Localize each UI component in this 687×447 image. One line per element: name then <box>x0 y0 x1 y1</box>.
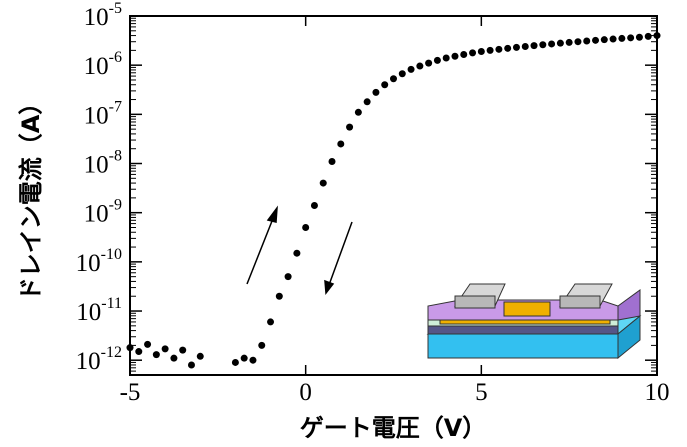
data-point <box>329 158 336 165</box>
data-point <box>557 40 564 47</box>
y-tick-exponent: -9 <box>109 197 122 214</box>
data-point <box>241 355 248 362</box>
y-tick-base: 10 <box>76 250 101 277</box>
arrows <box>247 208 352 293</box>
data-point <box>170 355 177 362</box>
data-point <box>337 140 344 147</box>
data-point <box>548 40 555 47</box>
data-point <box>504 45 511 52</box>
chart: ゲート電圧（V） ドレイン電流（A） -5051010-1210-1110-10… <box>0 0 687 447</box>
data-point <box>654 32 661 39</box>
data-point <box>276 293 283 300</box>
data-point <box>478 48 485 55</box>
y-tick-label: 10-11 <box>76 295 122 326</box>
y-tick-label: 10-6 <box>84 49 122 80</box>
data-point <box>267 318 274 325</box>
data-point <box>346 124 353 131</box>
y-tick-label: 10-8 <box>84 148 122 179</box>
device-inset <box>428 284 640 358</box>
data-point <box>153 351 160 358</box>
data-point <box>179 347 186 354</box>
data-point <box>487 47 494 54</box>
data-point <box>416 63 423 70</box>
data-point <box>522 43 529 50</box>
data-point <box>583 38 590 45</box>
data-point <box>390 75 397 82</box>
data-point <box>372 89 379 96</box>
data-point <box>293 250 300 257</box>
y-tick-label: 10-5 <box>84 0 122 31</box>
data-point <box>320 180 327 187</box>
data-point <box>627 34 634 41</box>
data-point <box>469 49 476 56</box>
data-point <box>162 345 169 352</box>
data-point <box>302 224 309 231</box>
data-point <box>381 81 388 88</box>
data-point <box>531 42 538 49</box>
data-point <box>434 57 441 64</box>
y-tick-exponent: -12 <box>101 344 122 361</box>
data-point <box>618 35 625 42</box>
data-point <box>127 344 134 351</box>
data-point <box>495 46 502 53</box>
y-tick-exponent: -6 <box>109 49 122 66</box>
y-axis-label: ドレイン電流（A） <box>17 91 45 302</box>
data-point <box>539 41 546 48</box>
data-point <box>566 39 573 46</box>
y-tick-exponent: -7 <box>109 98 122 115</box>
data-point <box>188 361 195 368</box>
data-point <box>425 60 432 67</box>
y-tick-base: 10 <box>84 152 109 179</box>
data-point <box>408 66 415 73</box>
data-point <box>197 353 204 360</box>
data-point <box>249 357 256 364</box>
data-point <box>232 359 239 366</box>
data-point <box>610 36 617 43</box>
x-tick-label: 5 <box>475 379 488 406</box>
data-point <box>443 54 450 61</box>
data-point <box>311 202 318 209</box>
y-tick-label: 10-10 <box>76 246 122 277</box>
data-point <box>601 36 608 43</box>
y-tick-base: 10 <box>84 4 109 31</box>
data-point <box>285 273 292 280</box>
x-tick-label: 10 <box>645 379 670 406</box>
y-tick-label: 10-9 <box>84 197 122 228</box>
y-tick-exponent: -5 <box>109 0 122 17</box>
x-tick-label: 0 <box>299 379 312 406</box>
y-tick-base: 10 <box>84 102 109 129</box>
y-tick-exponent: -8 <box>109 148 122 165</box>
data-point <box>364 98 371 105</box>
y-tick-base: 10 <box>84 53 109 80</box>
y-tick-label: 10-7 <box>84 98 122 129</box>
y-tick-exponent: -11 <box>101 295 122 312</box>
data-point <box>135 348 142 355</box>
data-point <box>645 33 652 40</box>
data-point <box>513 44 520 51</box>
data-point <box>355 109 362 116</box>
data-point <box>144 341 151 348</box>
x-tick-label: -5 <box>120 379 141 406</box>
y-tick-label: 10-12 <box>76 344 122 375</box>
y-tick-exponent: -10 <box>101 246 122 263</box>
data-point <box>399 70 406 77</box>
data-point <box>592 37 599 44</box>
y-tick-base: 10 <box>76 348 101 375</box>
data-point <box>574 38 581 45</box>
x-axis-label: ゲート電圧（V） <box>300 414 487 442</box>
data-point <box>258 342 265 349</box>
data-point <box>451 53 458 60</box>
data-point <box>636 34 643 41</box>
data-point <box>460 51 467 58</box>
y-tick-base: 10 <box>84 201 109 228</box>
y-tick-base: 10 <box>76 299 101 326</box>
